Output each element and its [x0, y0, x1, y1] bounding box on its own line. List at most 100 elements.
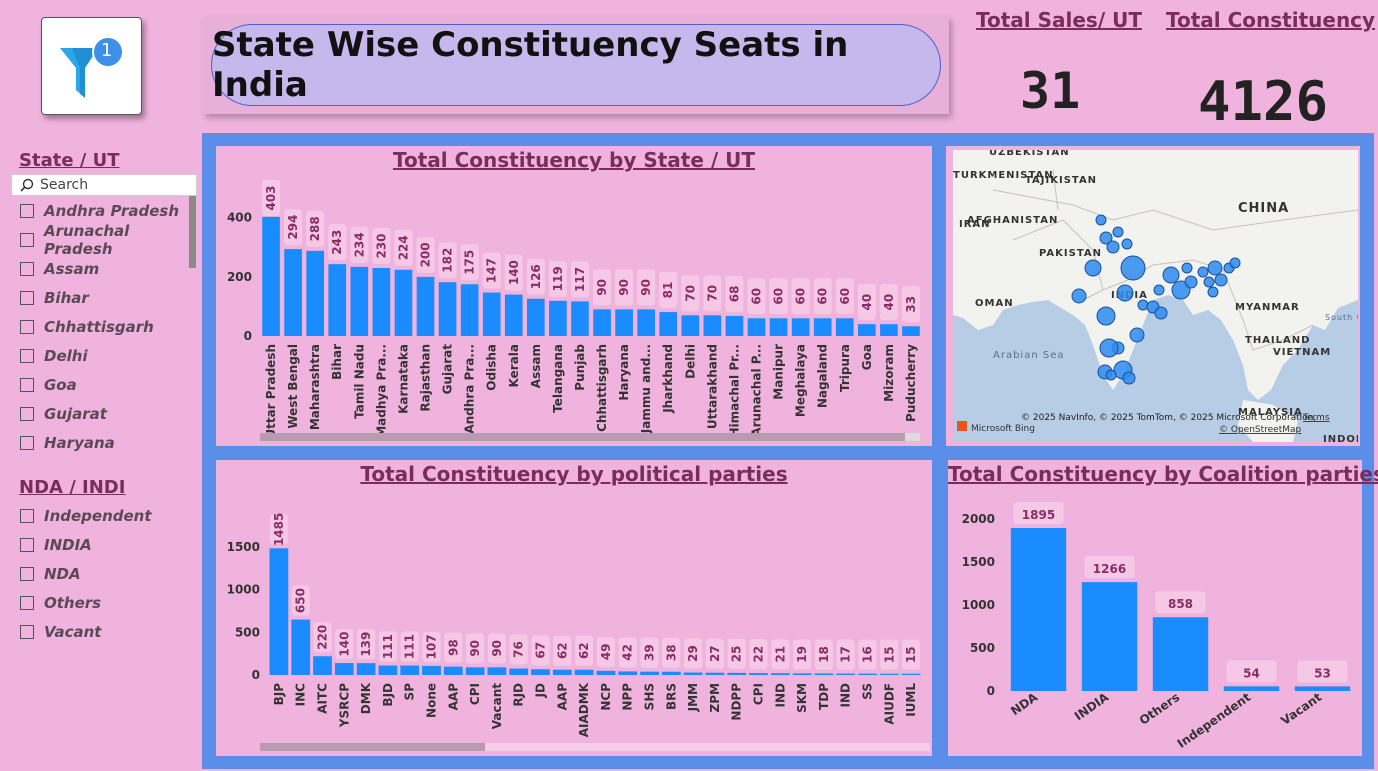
bar[interactable]: [531, 669, 550, 675]
alliance-option[interactable]: Vacant: [20, 617, 190, 646]
map-bubble[interactable]: [1096, 306, 1116, 326]
bar[interactable]: [422, 665, 441, 675]
bar[interactable]: [1152, 617, 1209, 691]
checkbox[interactable]: [20, 261, 34, 276]
bar[interactable]: [749, 673, 768, 675]
state-slicer-scrollbar[interactable]: [189, 196, 196, 268]
map-bubble[interactable]: [1181, 262, 1193, 274]
map-bubble[interactable]: [1162, 266, 1180, 284]
map-bubble[interactable]: [1105, 369, 1117, 381]
bar[interactable]: [659, 312, 678, 336]
bar[interactable]: [552, 669, 572, 675]
bar[interactable]: [747, 318, 766, 336]
state-search-input[interactable]: Search: [11, 174, 197, 196]
bar[interactable]: [661, 671, 681, 675]
map-bubble[interactable]: [1121, 238, 1133, 250]
bar[interactable]: [769, 318, 788, 336]
map-bubble[interactable]: [1084, 259, 1102, 277]
bar[interactable]: [593, 309, 611, 336]
bar[interactable]: [615, 309, 633, 336]
bar[interactable]: [1294, 686, 1351, 691]
bar[interactable]: [770, 673, 790, 675]
checkbox[interactable]: [20, 377, 34, 392]
bar[interactable]: [791, 318, 810, 336]
bar[interactable]: [465, 667, 485, 675]
bar[interactable]: [618, 671, 638, 675]
bar[interactable]: [836, 673, 856, 675]
bar[interactable]: [813, 318, 832, 336]
bar[interactable]: [574, 669, 594, 675]
bar[interactable]: [394, 269, 413, 336]
map-bubble[interactable]: [1106, 240, 1120, 254]
alliance-option[interactable]: Independent: [20, 501, 190, 530]
map-bubble[interactable]: [1154, 306, 1168, 320]
bar[interactable]: [328, 264, 347, 336]
party-chart-scroll-thumb[interactable]: [260, 743, 485, 751]
party-chart-scroll-track[interactable]: [260, 743, 930, 751]
checkbox[interactable]: [20, 406, 34, 421]
map-bubble[interactable]: [1112, 226, 1124, 238]
alliance-option[interactable]: Others: [20, 588, 190, 617]
map-bubble[interactable]: [1137, 299, 1149, 311]
map-bubble[interactable]: [1116, 284, 1134, 302]
bar[interactable]: [902, 326, 920, 336]
map-bubble[interactable]: [1099, 231, 1113, 245]
map-bubble[interactable]: [1122, 371, 1136, 385]
map-bubble[interactable]: [1099, 338, 1119, 358]
bar[interactable]: [443, 666, 463, 675]
map-bubble[interactable]: [1214, 273, 1228, 287]
bar[interactable]: [313, 656, 332, 675]
bar[interactable]: [284, 249, 302, 336]
map-osm-link[interactable]: © OpenStreetMap: [1219, 425, 1302, 435]
bar[interactable]: [262, 216, 280, 336]
bar[interactable]: [487, 667, 507, 675]
state-option[interactable]: Delhi: [20, 341, 190, 370]
map-bubble[interactable]: [1095, 214, 1107, 226]
bar[interactable]: [640, 671, 659, 675]
bar[interactable]: [400, 665, 420, 675]
state-option[interactable]: Bihar: [20, 283, 190, 312]
checkbox[interactable]: [20, 566, 34, 581]
map-terms-link[interactable]: Terms: [1302, 413, 1330, 423]
bar[interactable]: [725, 315, 744, 336]
bar[interactable]: [372, 268, 391, 336]
state-option[interactable]: Arunachal Pradesh: [20, 222, 190, 258]
map-bubble[interactable]: [1184, 275, 1198, 289]
state-option[interactable]: Assam: [20, 254, 190, 283]
bar[interactable]: [792, 673, 812, 675]
checkbox[interactable]: [20, 203, 34, 218]
checkbox[interactable]: [20, 624, 34, 639]
bar[interactable]: [527, 298, 545, 336]
state-option[interactable]: Goa: [20, 370, 190, 399]
map-bubble[interactable]: [1197, 266, 1209, 278]
bar[interactable]: [571, 301, 589, 336]
map-bubble[interactable]: [1153, 284, 1165, 296]
bar[interactable]: [681, 315, 700, 336]
bar[interactable]: [482, 292, 501, 336]
bar[interactable]: [1223, 686, 1280, 691]
checkbox[interactable]: [20, 348, 34, 363]
bar[interactable]: [416, 276, 435, 336]
bar[interactable]: [858, 673, 877, 675]
bar[interactable]: [549, 300, 567, 336]
state-option[interactable]: Haryana: [20, 428, 190, 457]
checkbox[interactable]: [20, 319, 34, 334]
bar[interactable]: [703, 315, 722, 336]
state-option[interactable]: Gujarat: [20, 399, 190, 428]
checkbox[interactable]: [20, 435, 34, 450]
bar[interactable]: [705, 672, 725, 675]
bar[interactable]: [814, 673, 834, 675]
bar[interactable]: [879, 673, 899, 675]
checkbox[interactable]: [20, 290, 34, 305]
bar[interactable]: [378, 665, 398, 675]
map-bubble[interactable]: [1171, 280, 1191, 300]
bar[interactable]: [269, 548, 289, 675]
state-option[interactable]: Chhattisgarh: [20, 312, 190, 341]
bar[interactable]: [683, 672, 703, 675]
bar[interactable]: [596, 670, 616, 675]
bar[interactable]: [334, 663, 354, 675]
bar[interactable]: [504, 294, 523, 336]
bar[interactable]: [1081, 582, 1138, 691]
checkbox[interactable]: [20, 595, 34, 610]
